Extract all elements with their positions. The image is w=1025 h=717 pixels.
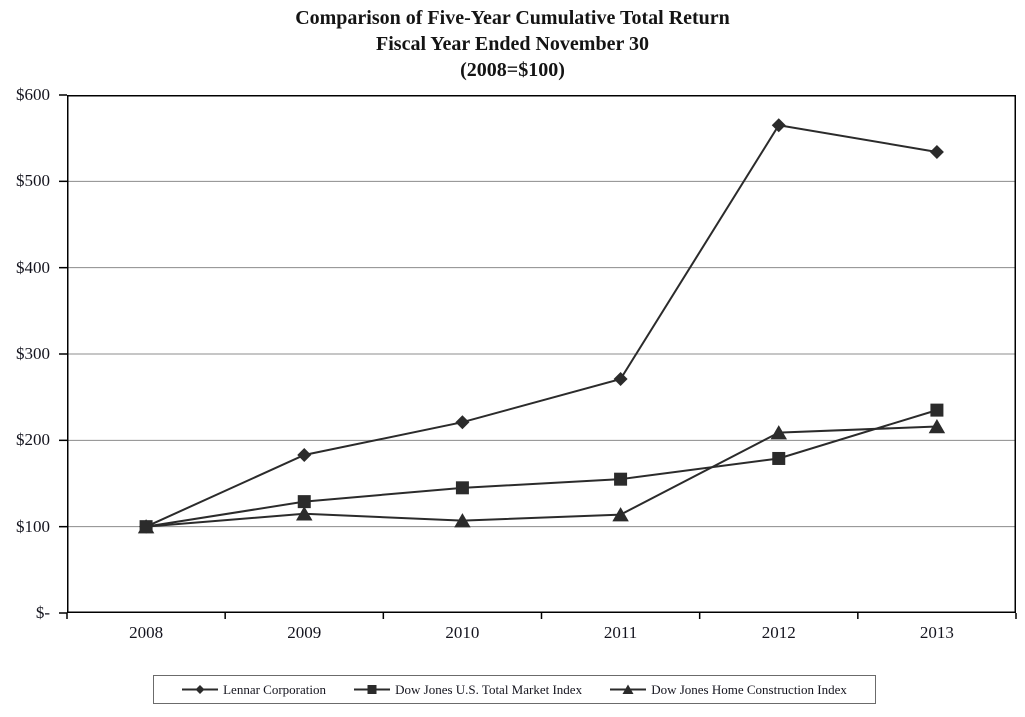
- series-1-marker: [614, 472, 628, 486]
- y-axis-tick-label: $600: [16, 85, 50, 104]
- series-1-marker: [772, 451, 786, 465]
- y-axis-tick-label: $300: [16, 344, 50, 363]
- legend-item-1: Dow Jones U.S. Total Market Index: [354, 682, 582, 698]
- series-2-marker: [770, 425, 787, 440]
- legend-label: Dow Jones Home Construction Index: [651, 681, 847, 697]
- series-1-marker: [930, 403, 944, 417]
- square-legend-marker-icon: [354, 685, 391, 694]
- series-line-2: [146, 425, 937, 528]
- y-axis-tick-label: $500: [16, 171, 50, 191]
- series-1-marker: [139, 520, 153, 534]
- chart-title-line-3: (2008=$100): [460, 59, 565, 81]
- legend-label: Dow Jones U.S. Total Market Index: [395, 681, 583, 697]
- y-axis-tick-label: $-: [35, 603, 50, 622]
- y-axis-tick-label: $200: [16, 430, 50, 450]
- x-axis-tick-label: 2011: [603, 623, 638, 642]
- legend-item-2: Dow Jones Home Construction Index: [610, 682, 847, 698]
- diamond-legend-marker-icon: [182, 685, 219, 694]
- chart-title: Comparison of Five-Year Cumulative Total…: [0, 5, 1025, 83]
- series-0-marker: [613, 372, 628, 387]
- x-axis-tick-label: 2009: [287, 623, 322, 642]
- series-line-1: [145, 409, 938, 528]
- series-2-marker: [454, 513, 471, 528]
- series-0-marker: [455, 415, 470, 430]
- plot-area: [59, 94, 1017, 619]
- series-2-marker: [612, 507, 629, 522]
- legend-item-0: Lennar Corporation: [182, 682, 326, 698]
- y-axis-tick-label: $400: [16, 257, 50, 277]
- chart-title-line-2: Fiscal Year Ended November 30: [376, 33, 649, 55]
- chart-legend: Lennar Corporation Dow Jones U.S. Total M…: [153, 675, 876, 704]
- series-2-marker: [296, 506, 313, 521]
- series-line-0: [145, 124, 938, 528]
- x-axis-tick-label: 2008: [129, 623, 164, 642]
- series-2-marker: [928, 419, 946, 434]
- x-axis-tick-label: 2013: [919, 623, 954, 642]
- triangle-legend-marker-icon: [610, 684, 647, 694]
- series-1-marker: [297, 495, 311, 509]
- chart-title-line-1: Comparison of Five-Year Cumulative Total…: [295, 7, 730, 29]
- x-axis-tick-label: 2012: [761, 623, 796, 642]
- series-1-marker: [455, 481, 469, 495]
- series-0-marker: [929, 144, 944, 159]
- plot-border: [67, 95, 1016, 613]
- series-0-marker: [771, 118, 786, 133]
- x-axis-tick-label: 2010: [445, 623, 480, 642]
- y-axis-tick-label: $100: [16, 516, 50, 536]
- series-0-marker: [297, 448, 312, 463]
- legend-label: Lennar Corporation: [223, 681, 326, 697]
